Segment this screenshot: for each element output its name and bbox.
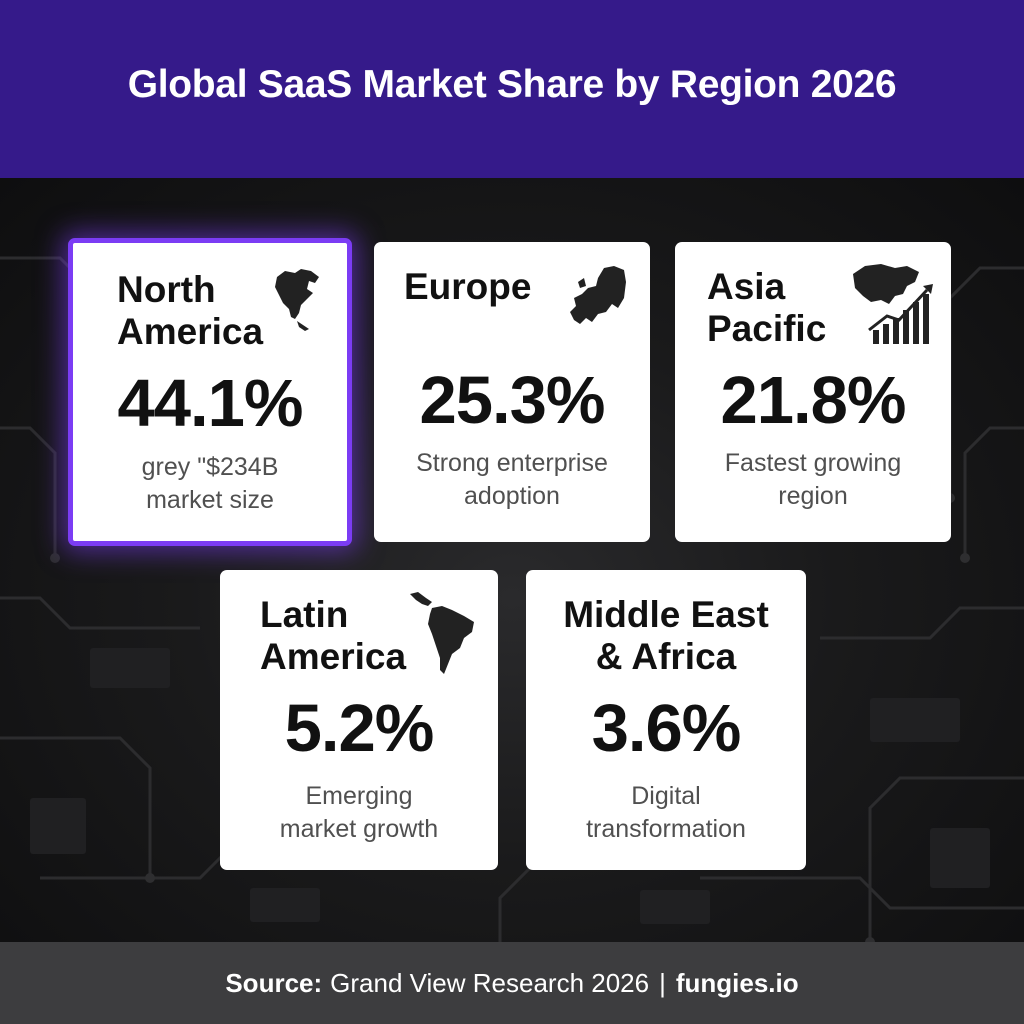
region-percent: 25.3% [419, 363, 606, 438]
source-footer: Source: Grand View Research 2026 | fungi… [0, 942, 1024, 1024]
region-name-line: North [117, 269, 216, 310]
footer-separator: | [659, 967, 666, 998]
brand-name: fungies.io [675, 967, 799, 998]
region-percent: 21.8% [720, 363, 907, 438]
region-description-line: Strong enterprise [416, 449, 608, 477]
region-name: Middle East & Africa [526, 594, 806, 678]
region-description: Digital transformation [526, 780, 806, 846]
region-description-line: market growth [279, 815, 439, 843]
header-banner: Global SaaS Market Share by Region 2026 [0, 0, 1024, 178]
region-card-north-america: North America 44.1% grey "$234B market s… [68, 238, 352, 546]
region-name-line: & Africa [595, 636, 737, 677]
region-description-line: Emerging [305, 782, 413, 810]
circuit-traces [0, 256, 1024, 942]
north-america-map-icon [275, 269, 319, 331]
region-name-line: Asia [707, 266, 786, 307]
region-percent: 44.1% [117, 366, 304, 441]
region-description: Strong enterprise adoption [374, 447, 650, 513]
region-description: Emerging market growth [220, 780, 498, 846]
page-title: Global SaaS Market Share by Region 2026 [127, 63, 897, 106]
region-card-asia-pacific: Asia Pacific 21.8% Fastest growing regio… [675, 242, 951, 542]
region-description-line: transformation [586, 815, 746, 843]
region-name: North America [117, 269, 263, 353]
asia-growth-chart-icon [853, 264, 933, 344]
region-description: Fastest growing region [675, 447, 951, 513]
region-description-line: region [778, 482, 848, 510]
region-name: Asia Pacific [707, 266, 826, 350]
source-label: Source: [225, 967, 323, 998]
region-card-latin-america: Latin America 5.2% Emerging market growt… [220, 570, 498, 870]
region-name-line: America [117, 311, 264, 352]
region-description-line: market size [146, 486, 274, 514]
region-name: Europe [404, 266, 531, 308]
europe-map-icon [570, 266, 626, 324]
region-description-line: Fastest growing [724, 449, 902, 477]
region-description: grey "$234B market size [73, 451, 347, 517]
region-name-line: Latin [260, 594, 349, 635]
region-description-line: Digital [631, 782, 701, 810]
region-name-line: Middle East [563, 594, 769, 635]
region-name-line: Pacific [707, 308, 827, 349]
region-percent: 5.2% [284, 691, 435, 766]
region-description-line: grey "$234B [141, 453, 279, 481]
region-card-europe: Europe 25.3% Strong enterprise adoption [374, 242, 650, 542]
region-name: Latin America [260, 594, 406, 678]
region-card-middle-east-africa: Middle East & Africa 3.6% Digital transf… [526, 570, 806, 870]
region-description-line: adoption [464, 482, 560, 510]
south-america-map-icon [410, 592, 474, 674]
region-percent: 3.6% [591, 691, 742, 766]
region-name-line: Europe [404, 266, 532, 307]
region-name-line: America [260, 636, 407, 677]
source-text: Grand View Research 2026 [330, 967, 650, 998]
